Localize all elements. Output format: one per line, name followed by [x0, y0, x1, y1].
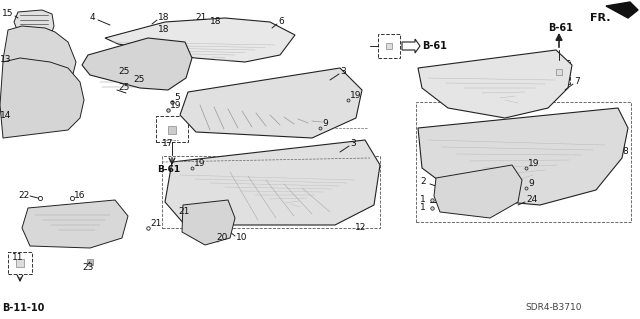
Text: B-11-10: B-11-10: [2, 303, 44, 313]
Polygon shape: [14, 10, 54, 38]
Text: 1: 1: [420, 196, 426, 204]
Circle shape: [31, 103, 45, 117]
Text: 19: 19: [170, 101, 182, 110]
Polygon shape: [105, 18, 295, 62]
Text: 23: 23: [82, 263, 93, 272]
Bar: [378, 34, 400, 58]
Bar: [156, 116, 188, 142]
Text: 22: 22: [18, 190, 29, 199]
Text: 21: 21: [195, 13, 206, 23]
Text: 9: 9: [528, 180, 534, 189]
Text: 4: 4: [90, 13, 95, 23]
Bar: [162, 156, 380, 228]
Polygon shape: [82, 38, 192, 90]
Polygon shape: [434, 165, 522, 218]
Text: 5: 5: [174, 93, 180, 102]
Text: 1: 1: [420, 204, 426, 212]
Text: 25: 25: [133, 76, 145, 85]
Text: 10: 10: [236, 234, 248, 242]
Polygon shape: [402, 39, 420, 53]
Text: 19: 19: [194, 160, 205, 168]
Text: 12: 12: [355, 224, 366, 233]
Polygon shape: [165, 140, 380, 225]
Text: 11: 11: [12, 254, 24, 263]
Text: 19: 19: [528, 160, 540, 168]
Text: 16: 16: [74, 190, 86, 199]
Text: 18: 18: [158, 13, 170, 23]
Polygon shape: [418, 50, 572, 118]
Polygon shape: [0, 58, 84, 138]
Text: 21: 21: [150, 219, 161, 228]
Text: 19: 19: [350, 92, 362, 100]
Polygon shape: [418, 108, 628, 205]
Text: 7: 7: [574, 78, 580, 86]
Polygon shape: [606, 2, 638, 18]
Text: B-61: B-61: [422, 41, 447, 51]
Text: 2: 2: [420, 177, 426, 187]
Bar: [8, 252, 32, 274]
Text: 25: 25: [118, 84, 129, 93]
Text: 21: 21: [178, 207, 189, 217]
Text: 18: 18: [158, 26, 170, 34]
Text: 8: 8: [622, 147, 628, 157]
Text: 6: 6: [278, 18, 284, 26]
Text: SDR4-B3710: SDR4-B3710: [525, 303, 582, 313]
Bar: [548, 60, 570, 84]
Text: 18: 18: [210, 18, 221, 26]
Text: 14: 14: [0, 110, 12, 120]
Polygon shape: [182, 200, 235, 245]
Text: 24: 24: [526, 196, 537, 204]
Text: 9: 9: [322, 120, 328, 129]
Text: 20: 20: [216, 234, 227, 242]
Text: 3: 3: [350, 139, 356, 149]
Polygon shape: [180, 68, 362, 138]
Bar: [416, 102, 631, 222]
Text: 15: 15: [2, 10, 13, 19]
Text: B-61: B-61: [548, 23, 573, 33]
Circle shape: [24, 96, 52, 124]
Polygon shape: [22, 200, 128, 248]
Text: 13: 13: [0, 56, 12, 64]
Text: 25: 25: [118, 68, 129, 77]
Text: 3: 3: [340, 68, 346, 77]
Text: B-61: B-61: [157, 166, 180, 174]
Polygon shape: [3, 26, 76, 88]
Text: FR.: FR.: [590, 13, 611, 23]
Text: 17: 17: [162, 139, 173, 149]
